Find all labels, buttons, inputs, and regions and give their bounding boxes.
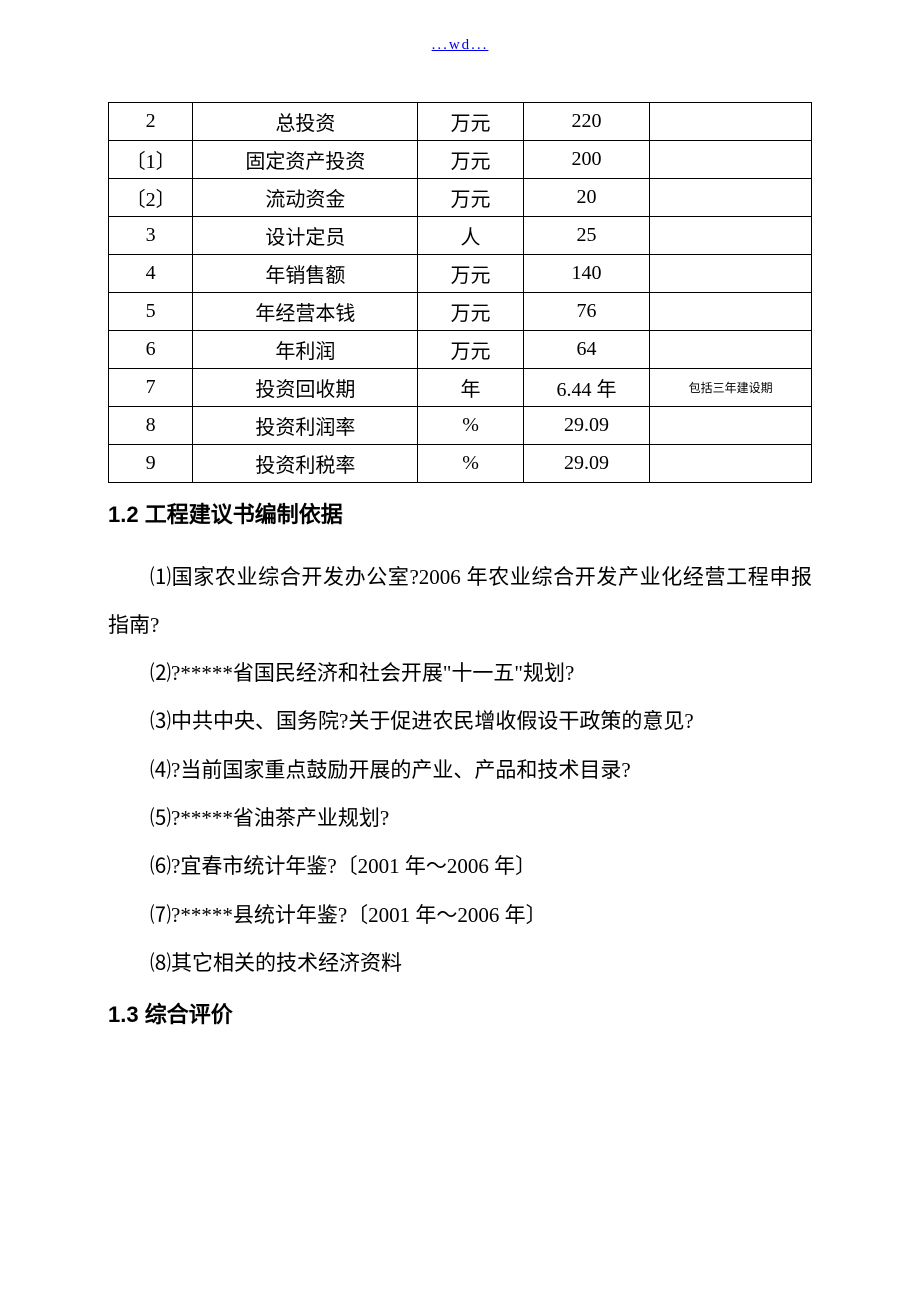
cell-unit: 人 — [418, 217, 523, 255]
list-item: ⑷?当前国家重点鼓励开展的产业、产品和技术目录? — [108, 746, 812, 794]
cell-item: 投资回收期 — [193, 369, 418, 407]
section-1-2-heading: 1.2 工程建议书编制依据 — [108, 495, 812, 535]
table-row: 〔1〕 固定资产投资 万元 200 — [109, 141, 812, 179]
cell-value: 6.44 年 — [523, 369, 650, 407]
cell-value: 29.09 — [523, 445, 650, 483]
list-item: ⑺?*****县统计年鉴?〔2001 年～2006 年〕 — [108, 891, 812, 939]
cell-note — [650, 293, 812, 331]
cell-item: 总投资 — [193, 103, 418, 141]
cell-note — [650, 255, 812, 293]
list-item: ⑶中共中央、国务院?关于促进农民增收假设干政策的意见? — [108, 697, 812, 745]
table-row: 〔2〕 流动资金 万元 20 — [109, 179, 812, 217]
table-row: 4 年销售额 万元 140 — [109, 255, 812, 293]
cell-index: 9 — [109, 445, 193, 483]
cell-item: 流动资金 — [193, 179, 418, 217]
cell-index: 7 — [109, 369, 193, 407]
page-header-link: ...wd... — [108, 36, 812, 54]
table-row: 9 投资利税率 % 29.09 — [109, 445, 812, 483]
cell-value: 220 — [523, 103, 650, 141]
cell-value: 140 — [523, 255, 650, 293]
cell-item: 固定资产投资 — [193, 141, 418, 179]
cell-unit: 万元 — [418, 293, 523, 331]
list-item: ⑻其它相关的技术经济资料 — [108, 939, 812, 987]
cell-index: 2 — [109, 103, 193, 141]
cell-unit: 万元 — [418, 255, 523, 293]
cell-item: 年经营本钱 — [193, 293, 418, 331]
economic-indicators-table: 2 总投资 万元 220 〔1〕 固定资产投资 万元 200 〔2〕 流动资金 … — [108, 102, 812, 483]
section-1-3-heading: 1.3 综合评价 — [108, 995, 812, 1035]
cell-index: 3 — [109, 217, 193, 255]
cell-item: 设计定员 — [193, 217, 418, 255]
cell-note — [650, 217, 812, 255]
cell-unit: % — [418, 445, 523, 483]
table-row: 2 总投资 万元 220 — [109, 103, 812, 141]
cell-note: 包括三年建设期 — [650, 369, 812, 407]
cell-note — [650, 103, 812, 141]
cell-item: 投资利润率 — [193, 407, 418, 445]
cell-index: 6 — [109, 331, 193, 369]
table-row: 5 年经营本钱 万元 76 — [109, 293, 812, 331]
cell-index: 8 — [109, 407, 193, 445]
cell-value: 25 — [523, 217, 650, 255]
cell-value: 64 — [523, 331, 650, 369]
cell-index: 〔1〕 — [109, 141, 193, 179]
cell-note — [650, 445, 812, 483]
list-item: ⑴国家农业综合开发办公室?2006 年农业综合开发产业化经营工程申报指南? — [108, 553, 812, 650]
list-item: ⑹?宜春市统计年鉴?〔2001 年～2006 年〕 — [108, 842, 812, 890]
table-row: 6 年利润 万元 64 — [109, 331, 812, 369]
cell-unit: 年 — [418, 369, 523, 407]
cell-item: 年利润 — [193, 331, 418, 369]
cell-item: 投资利税率 — [193, 445, 418, 483]
cell-unit: 万元 — [418, 331, 523, 369]
cell-value: 76 — [523, 293, 650, 331]
cell-value: 20 — [523, 179, 650, 217]
header-link-text[interactable]: ...wd... — [432, 37, 489, 53]
list-item: ⑸?*****省油茶产业规划? — [108, 794, 812, 842]
cell-index: 5 — [109, 293, 193, 331]
cell-note — [650, 141, 812, 179]
table-row: 7 投资回收期 年 6.44 年 包括三年建设期 — [109, 369, 812, 407]
cell-item: 年销售额 — [193, 255, 418, 293]
table-row: 8 投资利润率 % 29.09 — [109, 407, 812, 445]
cell-unit: 万元 — [418, 179, 523, 217]
cell-note — [650, 179, 812, 217]
cell-unit: % — [418, 407, 523, 445]
cell-unit: 万元 — [418, 141, 523, 179]
cell-index: 〔2〕 — [109, 179, 193, 217]
table-body: 2 总投资 万元 220 〔1〕 固定资产投资 万元 200 〔2〕 流动资金 … — [109, 103, 812, 483]
cell-note — [650, 331, 812, 369]
table-row: 3 设计定员 人 25 — [109, 217, 812, 255]
list-item: ⑵?*****省国民经济和社会开展"十一五"规划? — [108, 649, 812, 697]
cell-value: 200 — [523, 141, 650, 179]
cell-index: 4 — [109, 255, 193, 293]
cell-unit: 万元 — [418, 103, 523, 141]
cell-note — [650, 407, 812, 445]
cell-value: 29.09 — [523, 407, 650, 445]
